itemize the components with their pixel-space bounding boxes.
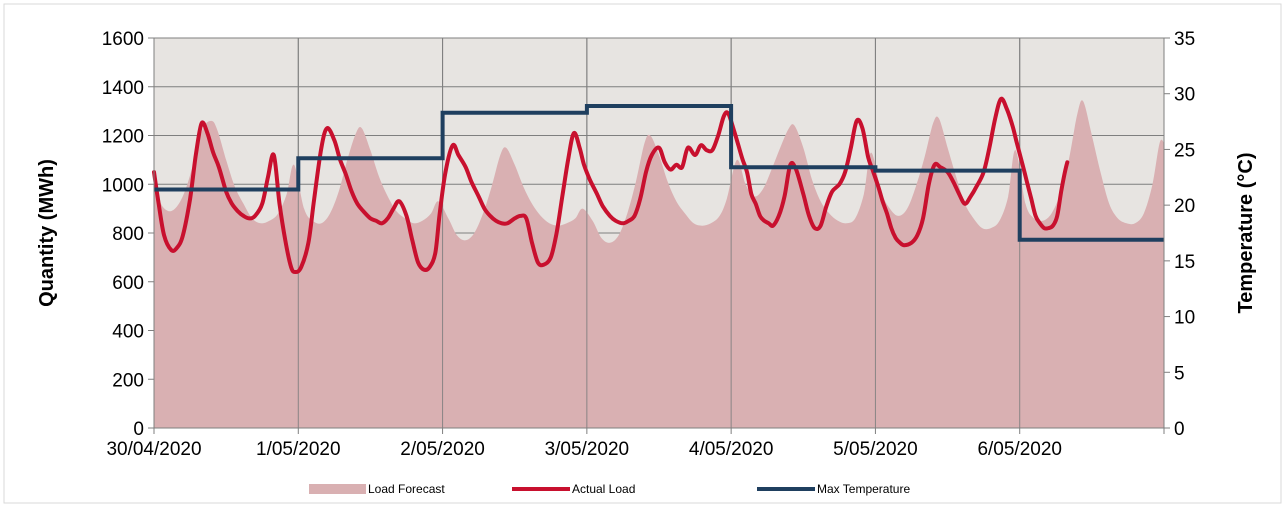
legend-swatch-load-forecast [309, 484, 366, 494]
x-tick-label: 30/04/2020 [106, 439, 201, 460]
series-actual-load-line [152, 96, 1070, 275]
y-tick-label: 1600 [102, 29, 144, 50]
series-layer [152, 38, 1165, 428]
y-tick-label: 200 [112, 370, 144, 391]
y-tick-label: 600 [112, 273, 144, 294]
x-tick-label: 5/05/2020 [833, 439, 918, 460]
y-tick-label: 400 [112, 322, 144, 343]
y-tick-label: 800 [112, 224, 144, 245]
y-tick-label: 1200 [102, 127, 144, 148]
x-tick-label: 4/05/2020 [689, 439, 774, 460]
axis-layer: 0 200 400 600 800 1000 1200 1400 1600 0 5 10 15 20 25 3… [102, 29, 1195, 460]
legend-label-max-temperature: Max Temperature [817, 482, 910, 496]
y-tick-label: 0 [133, 419, 144, 440]
x-tick-label: 1/05/2020 [256, 439, 341, 460]
y2-tick-label: 0 [1174, 419, 1185, 440]
y2-tick-label: 5 [1174, 363, 1185, 384]
y2-tick-label: 10 [1174, 308, 1195, 329]
x-tick-label: 6/05/2020 [977, 439, 1062, 460]
legend: Load Forecast Actual Load Max Temperatur… [309, 482, 910, 496]
x-tick-label: 2/05/2020 [400, 439, 485, 460]
legend-label-actual-load: Actual Load [572, 482, 635, 496]
series-max-temperature-step [154, 104, 1164, 242]
y-tick-label: 1000 [102, 175, 144, 196]
y2-tick-label: 25 [1174, 140, 1195, 161]
y2-axis-title: Temperature (°C) [1235, 153, 1257, 314]
y2-tick-label: 30 [1174, 85, 1195, 106]
series-load-forecast-area [154, 100, 1164, 428]
x-tick-label: 3/05/2020 [545, 439, 630, 460]
y-tick-label: 1400 [102, 78, 144, 99]
legend-label-load-forecast: Load Forecast [368, 482, 445, 496]
y-axis-title: Quantity (MWh) [36, 159, 58, 307]
y2-tick-label: 35 [1174, 29, 1195, 50]
y2-tick-label: 20 [1174, 196, 1195, 217]
y2-tick-label: 15 [1174, 252, 1195, 273]
